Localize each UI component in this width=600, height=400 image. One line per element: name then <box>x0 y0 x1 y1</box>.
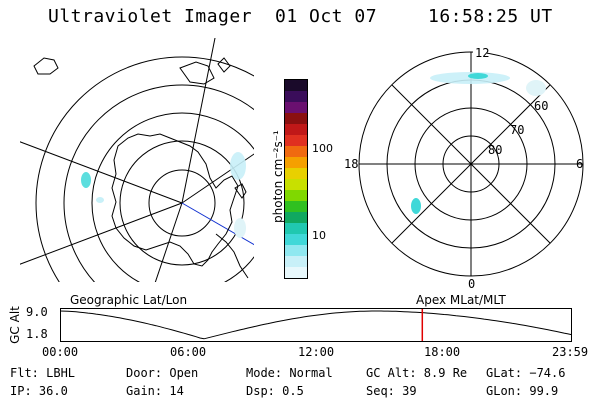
emission-patches <box>411 72 546 214</box>
terminator-line <box>181 202 254 246</box>
dsp-value: Dsp: 0.5 <box>246 384 304 398</box>
emission-patch <box>81 172 91 188</box>
mlat-label-70: 70 <box>510 123 524 137</box>
colorbar-band <box>285 245 307 256</box>
lat-circle <box>35 56 254 282</box>
seq-value: Seq: 39 <box>366 384 417 398</box>
meridian-line <box>20 202 183 265</box>
colorbar-band <box>285 212 307 223</box>
timeline-xtick-1200: 12:00 <box>298 345 335 359</box>
timeline-ytick-top: 9.0 <box>26 305 48 319</box>
timeline-frame <box>60 308 572 342</box>
timeline-xtick-0000: 00:00 <box>42 345 79 359</box>
meridian-line <box>20 141 183 204</box>
emission-patch <box>411 198 421 214</box>
colorbar-band <box>285 124 307 135</box>
colorbar-band <box>285 80 307 91</box>
gain-value: Gain: 14 <box>126 384 184 398</box>
colorbar-band <box>285 146 307 157</box>
colorbar-band <box>285 267 307 278</box>
mlt-label-6: 6 <box>576 157 583 171</box>
timeline-xtick-2359: 23:59 <box>552 345 589 359</box>
coastline-fragment <box>179 61 215 85</box>
date-label: 01 Oct 07 <box>275 6 378 27</box>
label-bg <box>473 46 487 58</box>
colorbar-band <box>285 179 307 190</box>
coastline-island <box>234 183 247 199</box>
mlt-line <box>391 84 551 244</box>
colorbar-band <box>285 91 307 102</box>
meridian-line <box>181 153 254 204</box>
meridian-line <box>181 38 216 204</box>
gc-alt-value: GC Alt: 8.9 Re <box>366 366 468 380</box>
emission-patches <box>81 152 246 238</box>
colorbar-band <box>285 168 307 179</box>
coastline-fragment <box>33 57 59 75</box>
colorbar <box>284 79 308 279</box>
colorbar-tick-100: 100 <box>312 142 333 155</box>
colorbar-band <box>285 234 307 245</box>
timeline-plot <box>60 308 572 342</box>
emission-patch <box>468 73 488 79</box>
colorbar-unit-label: photon cm⁻²s⁻¹ <box>271 130 285 223</box>
glon-value: GLon: 99.9 <box>486 384 559 398</box>
colorbar-band <box>285 102 307 113</box>
timeline-axis-label: GC Alt <box>7 306 22 344</box>
mlat-label-60: 60 <box>534 99 548 113</box>
apex-label: Apex MLat/MLT <box>416 293 506 307</box>
geographic-label: Geographic Lat/Lon <box>70 293 188 307</box>
lat-circle <box>148 169 216 237</box>
mlt-label-18: 18 <box>344 157 358 171</box>
emission-patch <box>430 72 510 84</box>
time-label: 16:58:25 UT <box>428 6 553 27</box>
colorbar-band <box>285 201 307 212</box>
timeline-xtick-0600: 06:00 <box>170 345 207 359</box>
colorbar-tick-10: 10 <box>312 229 326 242</box>
emission-patch <box>234 218 246 238</box>
mlt-label-12: 12 <box>475 46 489 60</box>
emission-patch <box>96 197 104 203</box>
mlt-label-0: 0 <box>468 277 475 291</box>
mode-value: Mode: Normal <box>246 366 333 380</box>
colorbar-band <box>285 135 307 146</box>
colorbar-band <box>285 256 307 267</box>
emission-patch <box>526 80 546 96</box>
colorbar-band <box>285 157 307 168</box>
mlat-label-80: 80 <box>488 143 502 157</box>
geographic-map <box>20 38 254 282</box>
glat-value: GLat: −74.6 <box>486 366 566 380</box>
lat-circle <box>91 112 254 282</box>
ip-value: IP: 36.0 <box>10 384 68 398</box>
emission-patch <box>230 152 246 180</box>
altitude-curve <box>60 310 572 340</box>
door-value: Door: Open <box>126 366 199 380</box>
coastline-peninsula <box>215 233 249 279</box>
magnetic-map: 12 18 6 0 60 70 80 <box>344 46 584 291</box>
timeline-ytick-bottom: 1.8 <box>26 327 48 341</box>
colorbar-band <box>285 190 307 201</box>
timeline-xtick-1800: 18:00 <box>424 345 461 359</box>
coastline-fragment <box>217 57 231 73</box>
colorbar-band <box>285 223 307 234</box>
colorbar-band <box>285 113 307 124</box>
page-title: Ultraviolet Imager <box>48 6 253 27</box>
lat-circle <box>63 84 254 282</box>
lat-circle <box>119 140 245 266</box>
filter-value: Flt: LBHL <box>10 366 76 380</box>
meridian-line <box>154 202 183 282</box>
